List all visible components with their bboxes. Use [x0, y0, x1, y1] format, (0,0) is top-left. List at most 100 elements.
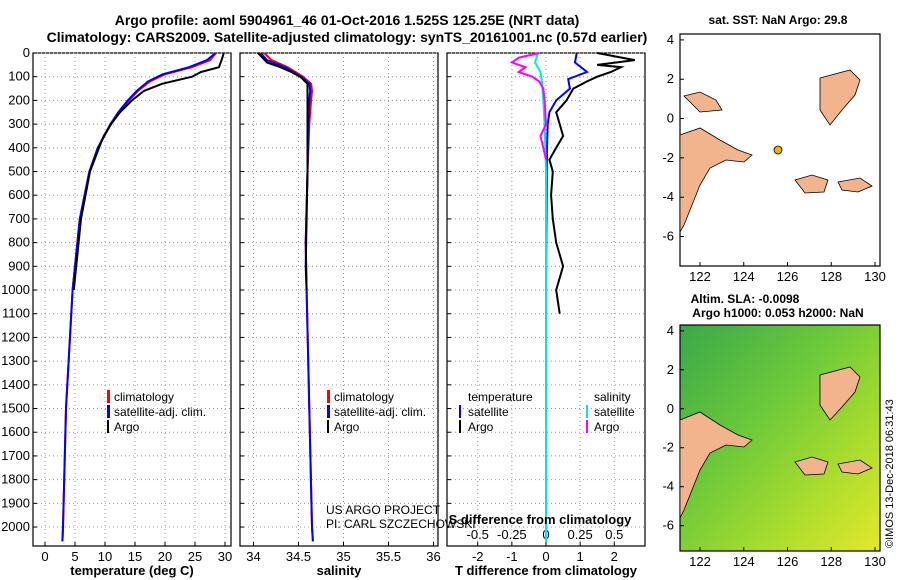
legend2-climatology: climatology — [334, 390, 394, 404]
legend2-satellite-swatch — [327, 405, 330, 418]
depth-tick-label: 1300 — [1, 353, 30, 368]
title-line-1: Argo profile: aoml 5904961_46 01-Oct-201… — [115, 12, 580, 28]
temperature-legend: climatology satellite-adj. clim. Argo — [107, 390, 206, 434]
sla-land — [679, 366, 873, 519]
depth-tick-label: 500 — [8, 164, 30, 179]
legend3-s-satellite-swatch — [586, 405, 588, 418]
s-diff-tick-label: 0.5 — [605, 527, 623, 542]
buru-land — [794, 174, 829, 194]
x-tick-label: 20 — [158, 549, 172, 564]
map-lat-tick: 4 — [667, 32, 674, 47]
x-tick-label: 35 — [336, 549, 350, 564]
legend3-s-satellite: satellite — [594, 405, 635, 419]
map-lat-tick: 2 — [667, 362, 674, 377]
legend-climatology: climatology — [114, 390, 174, 404]
map-lon-tick: 128 — [820, 269, 842, 284]
argo-position-marker — [773, 145, 783, 155]
x-tick-label: -2 — [472, 549, 484, 564]
temperature-panel — [32, 52, 232, 547]
legend-satellite-swatch — [107, 405, 110, 418]
x-tick-label: 34 — [246, 549, 260, 564]
x-tick-label: 25 — [188, 549, 202, 564]
map-lon-tick: 126 — [777, 554, 799, 569]
map-lat-tick: -6 — [662, 229, 674, 244]
legend2-argo: Argo — [334, 420, 360, 434]
depth-tick-label: 400 — [8, 140, 30, 155]
series-climatology — [61, 52, 217, 542]
imos-stamp: ©IMOS 13-Dec-2018 06:31:43 — [884, 399, 896, 548]
pi-line-2: PI: CARL SZCZECHOWSKI — [326, 517, 476, 531]
map-lon-tick: 128 — [820, 554, 842, 569]
halmahera-land — [819, 69, 861, 126]
map-lat-tick: -2 — [662, 440, 674, 455]
depth-tick-label: 200 — [8, 92, 30, 107]
series-satellite-adj-clim- — [259, 52, 314, 542]
depth-tick-label: 100 — [8, 69, 30, 84]
series-satellite-adj-clim- — [61, 52, 217, 542]
salinity-panel — [239, 52, 439, 547]
legend3-t-satellite: satellite — [468, 405, 509, 419]
sla-halmahera-land — [819, 366, 861, 421]
sla-seram-land — [837, 459, 873, 475]
map-lat-tick: 0 — [667, 401, 674, 416]
legend-argo: Argo — [114, 420, 140, 434]
s-diff-tick-label: -0.5 — [467, 527, 489, 542]
series-salinity-satellite — [534, 52, 547, 542]
x-tick-label: -1 — [506, 549, 518, 564]
legend2-climatology-swatch — [327, 390, 330, 403]
legend2-satellite: satellite-adj. clim. — [334, 405, 426, 419]
series-argo — [257, 52, 309, 291]
depth-tick-label: 1200 — [1, 329, 30, 344]
legend3-salinity: salinity — [594, 390, 631, 404]
map-lon-tick: 130 — [864, 554, 886, 569]
sla-title-2: Argo h1000: 0.053 h2000: NaN — [692, 306, 863, 320]
depth-tick-label: 0 — [23, 45, 30, 60]
depth-tick-label: 600 — [8, 187, 30, 202]
legend-satellite: satellite-adj. clim. — [114, 405, 206, 419]
legend3-s-argo-swatch — [586, 420, 588, 433]
sla-buru-land — [794, 456, 829, 476]
depth-tick-label: 1600 — [1, 424, 30, 439]
depth-tick-label: 1800 — [1, 472, 30, 487]
map-lat-tick: 0 — [667, 111, 674, 126]
depth-tick-label: 1000 — [1, 282, 30, 297]
series-argo — [72, 52, 225, 291]
map-lat-tick: -2 — [662, 150, 674, 165]
map-lon-tick: 122 — [689, 269, 711, 284]
s-difference-label: S difference from climatology — [449, 512, 633, 527]
sst-title: sat. SST: NaN Argo: 29.8 — [709, 13, 848, 27]
difference-legend: temperature satellite Argo salinity sate… — [459, 390, 635, 434]
map-lat-tick: 4 — [667, 323, 674, 338]
x-tick-label: 10 — [98, 549, 112, 564]
depth-tick-label: 1400 — [1, 377, 30, 392]
depth-tick-label: 1100 — [2, 306, 30, 321]
legend3-s-argo: Argo — [594, 420, 620, 434]
sst-land — [679, 69, 873, 234]
x-tick-label: 1 — [577, 549, 584, 564]
map-lat-tick: -4 — [662, 479, 674, 494]
temperature-xlabel: temperature (deg C) — [70, 563, 194, 578]
x-tick-label: 15 — [128, 549, 142, 564]
map-lat-tick: -4 — [662, 189, 674, 204]
series-temperature-argo — [548, 52, 635, 314]
series-temperature-satellite — [545, 52, 590, 542]
s-diff-tick-label: -0.25 — [497, 527, 527, 542]
legend2-argo-swatch — [327, 420, 329, 433]
legend-argo-swatch — [107, 420, 109, 433]
sla-title-1: Altim. SLA: -0.0098 — [691, 292, 800, 306]
depth-tick-label: 900 — [8, 258, 30, 273]
difference-xlabel: T difference from climatology — [455, 563, 638, 578]
seram-land — [837, 177, 873, 193]
map-lon-tick: 124 — [733, 554, 755, 569]
x-tick-label: 35.5 — [376, 549, 401, 564]
legend3-t-satellite-swatch — [459, 405, 461, 418]
pi-line-1: US ARGO PROJECT — [326, 503, 441, 517]
salinity-xlabel: salinity — [317, 563, 363, 578]
depth-tick-label: 2000 — [1, 519, 30, 534]
map-lon-tick: 130 — [864, 269, 886, 284]
map-lon-tick: 122 — [689, 554, 711, 569]
series-climatology — [263, 52, 314, 542]
depth-tick-label: 1900 — [1, 495, 30, 510]
x-tick-label: 30 — [218, 549, 232, 564]
